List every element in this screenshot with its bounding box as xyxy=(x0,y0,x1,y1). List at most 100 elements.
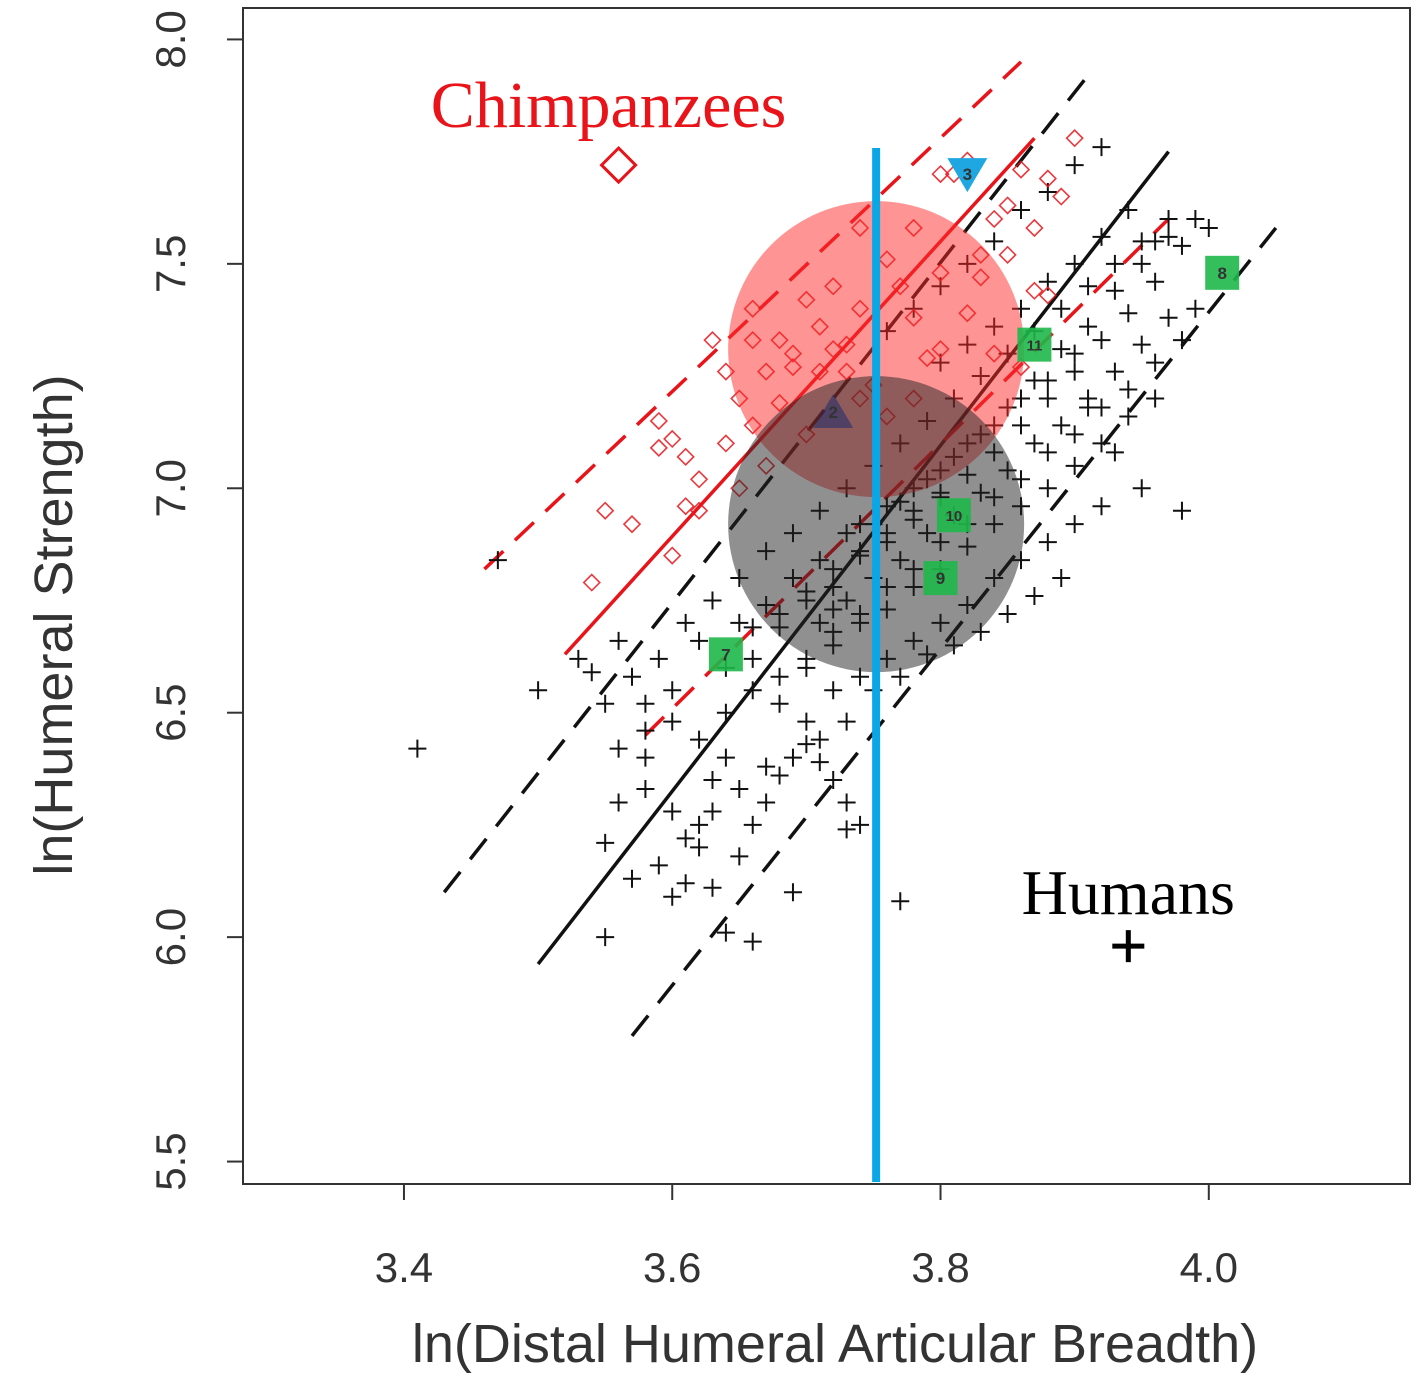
human-point xyxy=(730,613,749,632)
human-point xyxy=(1105,254,1124,273)
human-point xyxy=(663,712,682,731)
human-point xyxy=(1038,371,1057,390)
human-point xyxy=(1052,340,1071,359)
human-point xyxy=(1012,200,1030,219)
human-point xyxy=(676,874,695,893)
human-point xyxy=(1065,515,1084,534)
human-point xyxy=(770,766,789,785)
human-point xyxy=(609,631,628,650)
human-point xyxy=(1092,497,1111,516)
human-point xyxy=(891,892,910,911)
human-point xyxy=(837,793,856,812)
legend-plus-marker xyxy=(1112,930,1145,963)
legend-label-humans: Humans xyxy=(1022,857,1235,928)
human-point xyxy=(1038,443,1057,462)
human-point xyxy=(1092,138,1111,157)
human-point xyxy=(1052,416,1071,435)
human-point xyxy=(1065,362,1084,381)
y-tick-label: 7.5 xyxy=(147,235,194,293)
human-point xyxy=(797,735,816,754)
human-point xyxy=(783,883,802,902)
chimp-band-lower-line xyxy=(644,217,1170,737)
human-point xyxy=(891,667,910,686)
human-point xyxy=(703,802,722,821)
fossil-marker xyxy=(936,498,971,533)
chimp-point xyxy=(1011,160,1031,179)
y-tick-label: 7.0 xyxy=(147,459,194,517)
human-point xyxy=(1092,434,1111,453)
human-point xyxy=(569,649,588,668)
human-point xyxy=(810,730,829,749)
human-point xyxy=(1172,501,1191,520)
human-point xyxy=(690,815,709,834)
x-tick-label: 3.8 xyxy=(911,1244,969,1291)
human-point xyxy=(636,780,655,799)
chimp-point xyxy=(663,546,682,565)
human-point xyxy=(1065,156,1084,175)
human-point xyxy=(837,820,856,839)
human-point xyxy=(743,815,762,834)
human-point xyxy=(1038,479,1057,498)
human-point xyxy=(596,694,615,713)
human-point xyxy=(649,649,668,668)
legend-label-chimpanzees: Chimpanzees xyxy=(431,69,787,142)
human-point xyxy=(770,694,789,713)
human-point xyxy=(1105,362,1124,381)
chimp-point xyxy=(931,164,950,184)
human-point xyxy=(529,681,548,700)
human-point xyxy=(596,833,615,852)
human-point xyxy=(1159,209,1178,228)
human-point xyxy=(824,681,843,700)
human-point xyxy=(623,667,641,686)
human-point xyxy=(1132,479,1151,498)
human-point xyxy=(757,793,776,812)
human-point xyxy=(703,591,722,610)
human-point xyxy=(1079,277,1098,296)
fossil-marker xyxy=(947,158,988,193)
fossil-marker xyxy=(923,561,958,596)
human-point xyxy=(596,928,615,947)
human-point xyxy=(1119,200,1138,219)
chimp-point xyxy=(985,209,1004,229)
human-point xyxy=(1159,308,1178,327)
chimp-point xyxy=(676,497,695,516)
x-axis-label: ln(Distal Humeral Articular Breadth) xyxy=(412,1314,1258,1374)
human-point xyxy=(1172,236,1191,255)
human-point xyxy=(1052,569,1071,588)
human-point xyxy=(743,681,762,700)
human-point xyxy=(716,923,735,942)
x-tick-label: 3.6 xyxy=(643,1244,701,1291)
chimp-point xyxy=(689,501,709,520)
human-point xyxy=(1105,281,1124,300)
human-point xyxy=(1079,317,1098,336)
fossil-label: 2 xyxy=(828,403,837,422)
human-point xyxy=(1146,272,1165,291)
chimp-point xyxy=(689,470,709,489)
human-point xyxy=(1159,227,1178,246)
legend-diamond-marker xyxy=(599,145,638,185)
fossil-marker xyxy=(1017,327,1052,362)
y-tick-label: 5.5 xyxy=(147,1132,194,1190)
human-point xyxy=(636,694,655,713)
human-point xyxy=(743,618,762,637)
x-tick-label: 4.0 xyxy=(1180,1244,1238,1291)
human-point xyxy=(757,757,776,776)
human-point xyxy=(743,649,762,668)
human-point xyxy=(609,793,628,812)
chimp-point xyxy=(649,411,668,431)
y-tick-label: 8.0 xyxy=(147,10,194,68)
chimp-point xyxy=(676,447,695,466)
human-point xyxy=(797,712,816,731)
human-point xyxy=(1119,380,1138,399)
fossil-marker xyxy=(813,393,854,428)
fossil-markers: 3 2 7 8 9 10 11 xyxy=(708,158,1240,672)
human-point xyxy=(649,856,668,875)
human-point xyxy=(824,771,843,790)
chimp-point xyxy=(649,438,668,458)
human-point xyxy=(1065,456,1084,475)
human-point xyxy=(1052,299,1071,318)
human-point xyxy=(1092,331,1111,350)
human-point xyxy=(851,815,870,834)
chimp-point xyxy=(1052,187,1071,206)
